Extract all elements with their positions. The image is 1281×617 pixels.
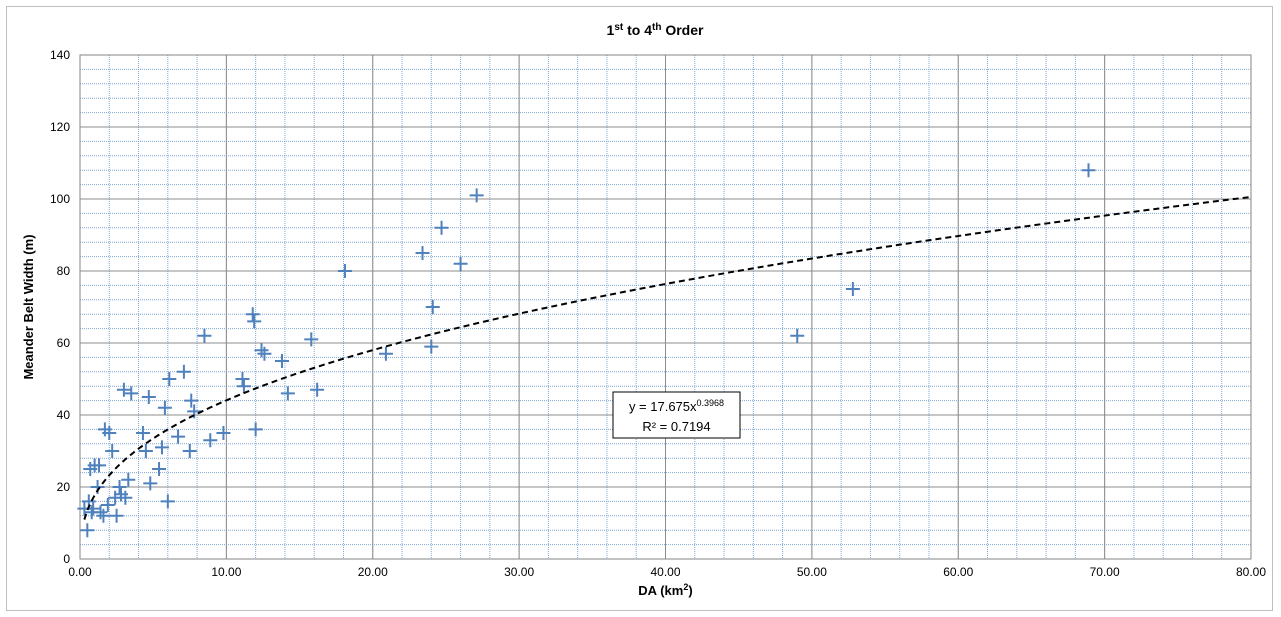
- y-axis-tick-labels: 0 20 40 60 80 100 120 140: [50, 48, 70, 566]
- x-tick-label: 0.00: [68, 565, 92, 579]
- power-trendline: [83, 195, 1252, 520]
- data-point: [184, 393, 199, 408]
- trendline-equation: y = 17.675x0.3968: [629, 398, 724, 414]
- x-tick-label: 70.00: [1090, 565, 1120, 579]
- data-point: [112, 480, 127, 494]
- data-point: [274, 354, 289, 368]
- data-point: [143, 476, 158, 491]
- x-tick-label: 30.00: [504, 565, 534, 579]
- data-point: [254, 343, 269, 358]
- x-tick-label: 50.00: [797, 565, 827, 579]
- chart-frame: 0 20 40 60 80 100 120 140 0.00 10.00 20.00 30.00 40…: [6, 6, 1273, 611]
- data-point: [236, 379, 251, 394]
- data-point: [434, 220, 449, 235]
- data-point: [337, 264, 352, 278]
- y-tick-label: 60: [57, 336, 71, 350]
- trendline-equation-box: y = 17.675x0.3968 R² = 0.7194: [612, 391, 741, 439]
- y-tick-label: 100: [50, 192, 70, 206]
- data-point: [141, 390, 156, 404]
- data-point: [182, 444, 197, 458]
- data-point: [453, 256, 468, 271]
- x-axis-tick-labels: 0.00 10.00 20.00 30.00 40.00 50.00 60.00 70.00 8…: [68, 565, 1266, 579]
- data-point: [176, 364, 191, 379]
- y-axis-title: Meander Belt Width (m): [21, 234, 36, 379]
- data-point: [154, 440, 169, 455]
- data-point: [135, 426, 150, 440]
- data-point: [424, 339, 439, 354]
- data-point: [162, 372, 177, 386]
- data-point: [160, 494, 175, 509]
- data-point: [845, 282, 860, 296]
- data-point: [203, 433, 218, 448]
- data-point: [235, 372, 250, 386]
- data-point: [105, 444, 120, 458]
- y-tick-label: 80: [57, 264, 71, 278]
- x-tick-label: 40.00: [650, 565, 680, 579]
- data-points: [77, 163, 1096, 538]
- data-point: [216, 426, 231, 440]
- data-point: [102, 426, 117, 440]
- data-point: [152, 462, 167, 476]
- y-tick-label: 140: [50, 48, 70, 62]
- data-point: [245, 307, 260, 322]
- data-point: [93, 505, 108, 520]
- data-point: [100, 498, 115, 512]
- y-tick-label: 0: [63, 552, 70, 566]
- chart-title: 1st to 4th Order: [607, 22, 705, 39]
- x-axis-title: DA (km2): [638, 582, 692, 598]
- data-point: [157, 400, 172, 415]
- data-point: [790, 328, 805, 343]
- data-point: [415, 246, 430, 260]
- data-point: [116, 382, 131, 397]
- y-tick-label: 120: [50, 120, 70, 134]
- y-tick-label: 20: [57, 480, 71, 494]
- data-point: [304, 332, 319, 347]
- data-point: [92, 458, 107, 473]
- data-point: [118, 490, 133, 505]
- scatter-chart: 0 20 40 60 80 100 120 140 0.00 10.00 20.00 30.00 40…: [21, 22, 1266, 599]
- data-point: [378, 346, 393, 361]
- data-point: [248, 422, 263, 437]
- data-point: [1081, 163, 1096, 178]
- data-point: [257, 346, 272, 361]
- data-point: [280, 386, 295, 401]
- x-tick-label: 10.00: [211, 565, 241, 579]
- data-point: [109, 508, 124, 523]
- data-point: [425, 300, 440, 314]
- x-tick-label: 80.00: [1236, 565, 1266, 579]
- data-point: [80, 523, 95, 538]
- plot-area-border: [79, 54, 1252, 560]
- data-point: [171, 429, 186, 444]
- data-point: [124, 386, 139, 401]
- r-squared-value: R² = 0.7194: [642, 419, 710, 434]
- data-point: [247, 314, 262, 329]
- data-point: [96, 508, 111, 523]
- data-point: [469, 188, 484, 203]
- data-point: [310, 382, 325, 397]
- data-point: [138, 444, 153, 458]
- data-point: [121, 472, 136, 487]
- x-tick-label: 20.00: [358, 565, 388, 579]
- x-tick-label: 60.00: [943, 565, 973, 579]
- equation-box-border: [612, 391, 741, 439]
- y-tick-label: 40: [57, 408, 71, 422]
- data-point: [197, 328, 212, 343]
